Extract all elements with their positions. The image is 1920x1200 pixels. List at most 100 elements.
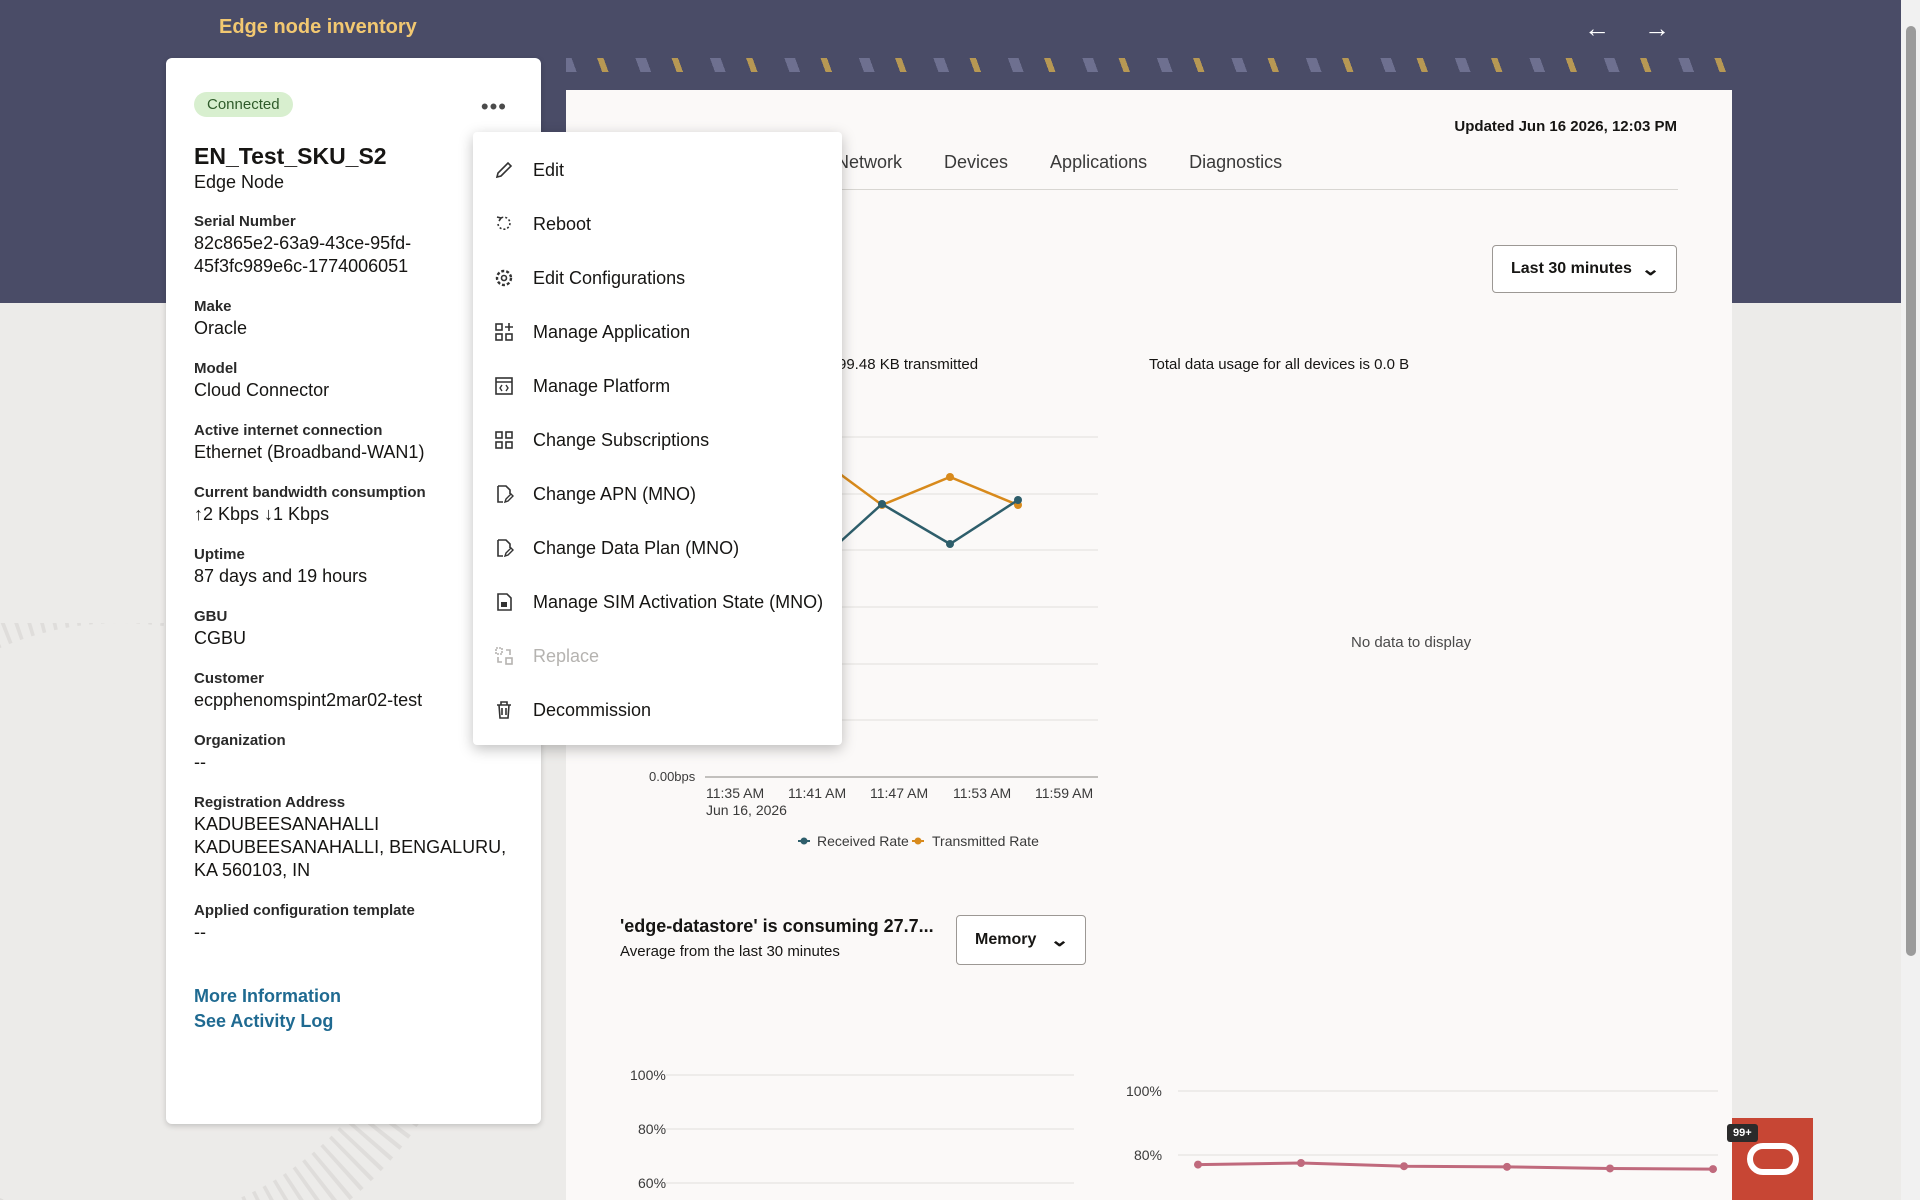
field-value: Oracle (194, 318, 248, 338)
chevron-down-icon: ⌄ (1640, 258, 1661, 279)
datastore-usage-chart: 100% 80% 60% (630, 1067, 1074, 1191)
chart-legend: Received Rate Transmitted Rate (798, 833, 1039, 849)
menu-item-label: Edit Configurations (533, 267, 686, 288)
menu-item-label: Change Data Plan (MNO) (533, 537, 740, 558)
field-label: Model (194, 360, 238, 377)
legend-received-rate: Received Rate (817, 833, 909, 849)
forward-arrow-icon[interactable]: → (1644, 13, 1670, 43)
menu-item-change-apn-mno[interactable]: Change APN (MNO) (473, 467, 842, 521)
menu-item-label: Edit (533, 159, 565, 180)
menu-item-label: Manage SIM Activation State (MNO) (533, 591, 824, 612)
node-field: Model Cloud Connector (194, 360, 513, 402)
memory-point (1606, 1164, 1614, 1173)
menu-item-label: Manage Platform (533, 375, 671, 396)
metric-select[interactable]: Memory ⌄ (956, 915, 1086, 965)
y-tick-zero: 0.00bps (649, 769, 696, 784)
x-tick-1: 11:35 AM (706, 785, 764, 801)
memory-line (1197, 1161, 1714, 1171)
y-tick-100: 100% (630, 1067, 666, 1083)
details-tabs: Network Devices Applications Diagnostics (836, 152, 1678, 190)
tab-applications[interactable]: Applications (1050, 152, 1148, 172)
node-field: GBU CGBU (194, 608, 513, 650)
transmitted-summary: 99.48 KB transmitted (838, 356, 979, 373)
received-rate-line (839, 498, 1019, 546)
node-field: Customer ecpphenomspint2mar02-test (194, 670, 513, 712)
menu-item-label: Reboot (533, 213, 592, 234)
x-sublabel: Jun 16, 2026 (706, 802, 787, 818)
tab-diagnostics[interactable]: Diagnostics (1189, 152, 1283, 172)
received-point (878, 500, 886, 508)
menu-item-manage-application[interactable]: Manage Application (473, 305, 842, 359)
tab-network[interactable]: Network (836, 152, 903, 172)
status-badge: Connected (194, 92, 293, 117)
scroll-thumb[interactable] (1906, 26, 1916, 956)
tab-devices[interactable]: Devices (944, 152, 1009, 172)
memory-point (1709, 1165, 1717, 1174)
field-value: Ethernet (Broadband-WAN1) (194, 442, 425, 462)
x-tick-4: 11:53 AM (953, 785, 1011, 801)
menu-item-reboot[interactable]: Reboot (473, 197, 842, 251)
datastore-title: 'edge-datastore' is consuming 27.7... (620, 916, 934, 936)
y-tick-80: 80% (1134, 1147, 1162, 1163)
node-field: Serial Number 82c865e2-63a9-43ce-95fd-45f… (194, 213, 513, 278)
x-tick-5: 11:59 AM (1035, 785, 1093, 801)
menu-item-label: Change APN (MNO) (533, 483, 697, 504)
menu-item-manage-platform[interactable]: Manage Platform (473, 359, 842, 413)
menu-item-manage-sim-activation-state-mno[interactable]: Manage SIM Activation State (MNO) (473, 575, 842, 629)
trash-icon (493, 699, 515, 721)
chevron-down-icon: ⌄ (1049, 929, 1070, 950)
node-field: Active internet connection Ethernet (Broa… (194, 422, 513, 464)
memory-point (1503, 1162, 1511, 1171)
transmitted-point (946, 473, 954, 481)
usage-summary: Total data usage for all devices is 0.0 … (1149, 356, 1410, 373)
more-actions-icon[interactable]: ••• (480, 94, 507, 119)
menu-item-edit[interactable]: Edit (473, 143, 842, 197)
menu-item-label: Replace (533, 645, 600, 666)
node-actions-menu: Edit Reboot Edit Configurations Manage Appl… (473, 132, 842, 745)
node-field: Make Oracle (194, 298, 513, 340)
doc-edit-icon (493, 537, 515, 559)
activity-log-link[interactable]: See Activity Log (194, 1011, 334, 1031)
transmitted-rate-line (839, 472, 1019, 507)
card-links: More Information See Activity Log (194, 986, 513, 1032)
gear-icon (493, 267, 515, 289)
memory-point (1400, 1162, 1408, 1171)
memory-series (1194, 1159, 1717, 1174)
field-value: ecpphenomspint2mar02-test (194, 690, 423, 710)
app-grid-plus-icon (493, 321, 515, 343)
y-tick-60: 60% (638, 1175, 666, 1191)
node-field: Uptime 87 days and 19 hours (194, 546, 513, 588)
menu-item-edit-configurations[interactable]: Edit Configurations (473, 251, 842, 305)
menu-item-decommission[interactable]: Decommission (473, 683, 842, 737)
metric-value: Memory (975, 931, 1037, 948)
app-title: Edge node inventory (219, 16, 417, 38)
time-range-select[interactable]: Last 30 minutes ⌄ (1492, 245, 1677, 293)
more-information-link[interactable]: More Information (194, 986, 341, 1006)
received-point (1014, 496, 1022, 504)
no-data-message: No data to display (1351, 634, 1472, 651)
datastore-subtitle: Average from the last 30 minutes (620, 943, 840, 960)
field-label: Serial Number (194, 213, 296, 230)
field-label: Make (194, 298, 232, 315)
legend-transmitted-rate: Transmitted Rate (932, 833, 1039, 849)
field-value: 87 days and 19 hours (194, 566, 368, 586)
sim-icon (493, 591, 515, 613)
field-value: 82c865e2-63a9-43ce-95fd-45f3fc989e6c-177… (194, 233, 412, 276)
time-range-value: Last 30 minutes (1511, 260, 1632, 277)
node-field: Applied configuration template -- (194, 902, 513, 944)
menu-item-change-data-plan-mno[interactable]: Change Data Plan (MNO) (473, 521, 842, 575)
field-label: Registration Address (194, 794, 346, 811)
field-label: Applied configuration template (194, 902, 415, 919)
back-arrow-icon[interactable]: ← (1584, 13, 1610, 43)
node-field-list: Serial Number 82c865e2-63a9-43ce-95fd-45f… (194, 213, 513, 944)
menu-item-label: Decommission (533, 699, 652, 720)
subscription-grid-icon (493, 429, 515, 451)
field-value: -- (194, 922, 206, 942)
node-field: Current bandwidth consumption ↑2 Kbps ↓1 … (194, 484, 513, 526)
node-name: EN_Test_SKU_S2 (194, 143, 387, 169)
menu-item-change-subscriptions[interactable]: Change Subscriptions (473, 413, 842, 467)
field-value: ↑2 Kbps ↓1 Kbps (194, 504, 330, 524)
vertical-scrollbar[interactable] (1901, 0, 1920, 1200)
updated-timestamp: Updated Jun 16 2026, 12:03 PM (1454, 118, 1677, 135)
y-tick-100: 100% (1126, 1083, 1162, 1099)
